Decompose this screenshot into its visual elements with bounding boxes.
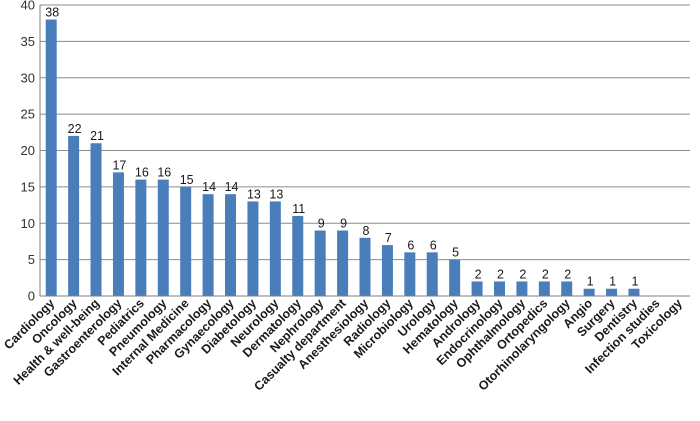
data-label: 6 <box>430 238 437 252</box>
bar <box>449 259 461 296</box>
bar <box>471 281 483 296</box>
bar <box>404 252 416 296</box>
data-label: 21 <box>90 129 104 143</box>
data-label: 13 <box>247 187 261 201</box>
bar <box>292 215 304 296</box>
data-label: 9 <box>340 217 347 231</box>
bar <box>493 281 505 296</box>
data-label: 22 <box>68 122 82 136</box>
bar <box>606 288 618 296</box>
y-tick-label: 35 <box>21 34 35 49</box>
y-tick-label: 10 <box>21 216 35 231</box>
bar <box>337 230 349 296</box>
bar <box>314 230 326 296</box>
bar <box>516 281 528 296</box>
data-label: 2 <box>542 267 549 281</box>
data-label: 1 <box>631 275 638 289</box>
data-label: 2 <box>519 267 526 281</box>
bar <box>45 19 57 297</box>
y-tick-label: 30 <box>21 70 35 85</box>
y-tick-label: 0 <box>28 289 35 304</box>
data-label: 38 <box>45 6 59 20</box>
y-tick-label: 25 <box>21 107 35 122</box>
axes <box>39 5 690 297</box>
bar <box>180 186 192 296</box>
bar <box>247 201 259 296</box>
data-label: 14 <box>225 180 239 194</box>
bar <box>561 281 573 296</box>
data-label: 14 <box>202 180 216 194</box>
data-label: 15 <box>180 173 194 187</box>
data-label: 6 <box>407 238 414 252</box>
bar <box>68 135 80 296</box>
data-label: 8 <box>363 224 370 238</box>
data-label: 2 <box>564 267 571 281</box>
data-label: 16 <box>135 166 149 180</box>
y-axis-ticks: 0 5 10 15 20 25 30 35 40 <box>21 0 35 304</box>
bar <box>202 194 214 296</box>
y-tick-label: 20 <box>21 143 35 158</box>
data-label: 2 <box>475 267 482 281</box>
y-tick-label: 15 <box>21 179 35 194</box>
y-tick-label: 5 <box>28 252 35 267</box>
data-label: 17 <box>112 158 126 172</box>
bar <box>157 179 169 296</box>
bars <box>45 19 640 297</box>
bar <box>225 194 237 296</box>
data-label: 9 <box>318 217 325 231</box>
data-label: 7 <box>385 231 392 245</box>
bar <box>628 288 640 296</box>
data-label: 5 <box>452 246 459 260</box>
bar <box>90 143 102 296</box>
bar <box>381 245 393 296</box>
data-label: 1 <box>587 275 594 289</box>
data-label: 16 <box>157 166 171 180</box>
bar <box>359 237 371 296</box>
bar <box>135 179 147 296</box>
bar <box>538 281 550 296</box>
y-tick-label: 40 <box>21 0 35 13</box>
bar <box>583 288 595 296</box>
bar <box>426 252 438 296</box>
data-label: 2 <box>497 267 504 281</box>
gridlines <box>40 4 690 261</box>
data-label: 13 <box>269 187 283 201</box>
bar <box>112 172 124 296</box>
data-label: 1 <box>609 275 616 289</box>
bar <box>269 201 281 296</box>
data-label: 11 <box>292 202 305 216</box>
